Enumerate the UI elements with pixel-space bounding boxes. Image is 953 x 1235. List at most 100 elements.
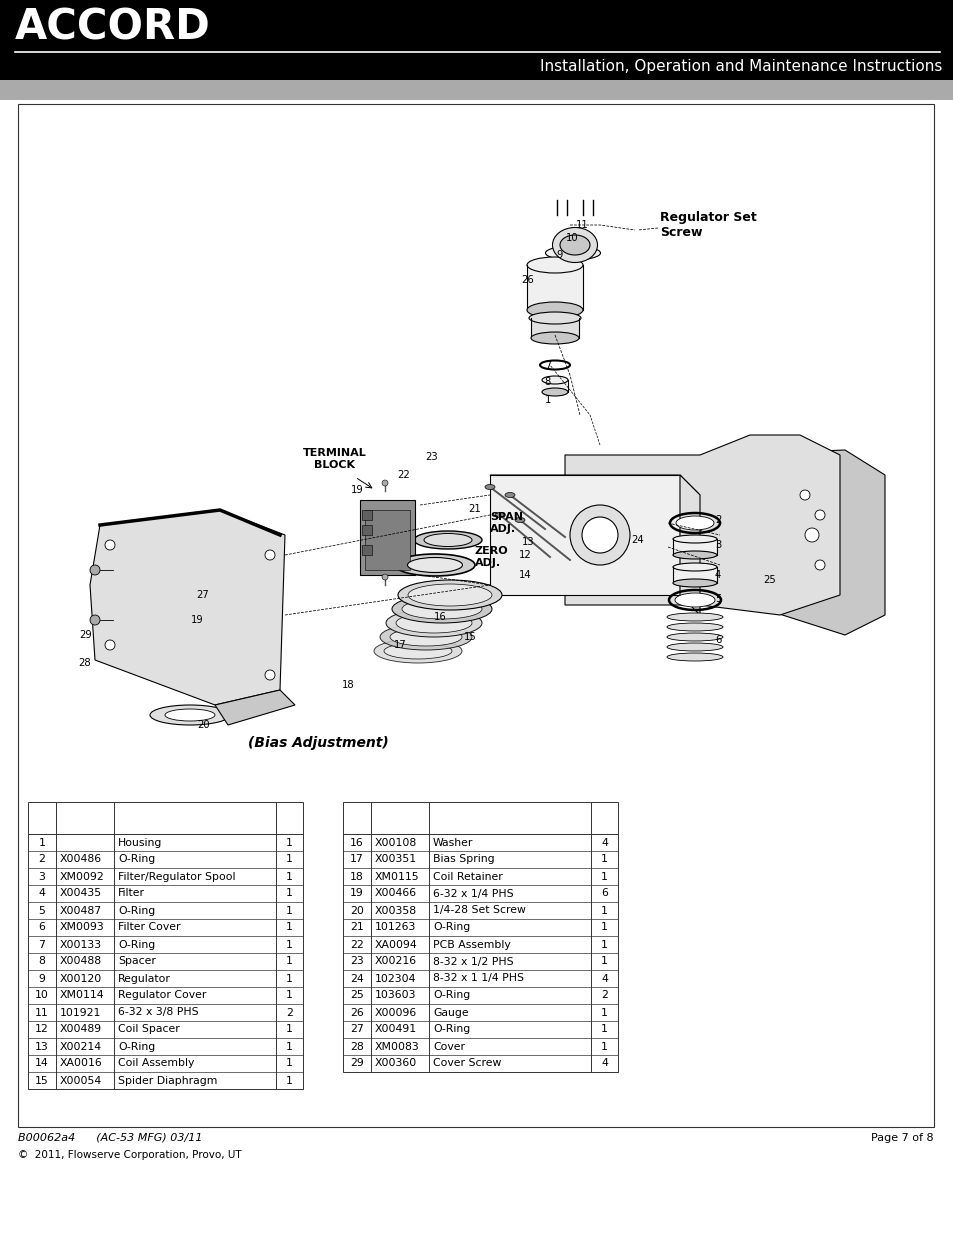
Text: 5: 5	[714, 594, 720, 604]
Circle shape	[265, 550, 274, 559]
Text: X00488: X00488	[60, 956, 102, 967]
Polygon shape	[679, 475, 700, 615]
Polygon shape	[490, 475, 679, 595]
Bar	[359, 500, 415, 576]
Text: 1: 1	[286, 1058, 293, 1068]
Ellipse shape	[526, 257, 582, 273]
Text: 23: 23	[350, 956, 363, 967]
Text: 15: 15	[463, 632, 476, 642]
Ellipse shape	[423, 534, 472, 547]
Text: 8: 8	[544, 377, 551, 387]
Circle shape	[800, 490, 809, 500]
Text: 6: 6	[600, 888, 607, 899]
Text: 1: 1	[600, 923, 607, 932]
Ellipse shape	[552, 227, 597, 263]
Text: 3: 3	[38, 872, 46, 882]
Text: O-Ring: O-Ring	[433, 923, 470, 932]
Ellipse shape	[379, 624, 472, 650]
Text: XM0083: XM0083	[375, 1041, 419, 1051]
Bar	[361, 510, 372, 520]
Text: 1: 1	[286, 855, 293, 864]
Text: 6-32 x 1/4 PHS: 6-32 x 1/4 PHS	[433, 888, 513, 899]
Ellipse shape	[545, 246, 599, 261]
Text: 2: 2	[600, 990, 607, 1000]
Ellipse shape	[390, 629, 461, 646]
Ellipse shape	[386, 609, 481, 637]
Circle shape	[814, 559, 824, 571]
Bar	[343, 802, 618, 1072]
Text: X00120: X00120	[60, 973, 102, 983]
Text: 1: 1	[286, 888, 293, 899]
Ellipse shape	[672, 551, 717, 559]
Text: X00351: X00351	[375, 855, 416, 864]
Text: 24: 24	[631, 535, 643, 545]
Text: 11: 11	[575, 220, 588, 230]
Text: Filter Cover: Filter Cover	[118, 923, 180, 932]
Ellipse shape	[495, 513, 504, 517]
Text: 14: 14	[518, 571, 531, 580]
Ellipse shape	[531, 332, 578, 345]
Text: 20: 20	[350, 905, 363, 915]
Text: 8-32 x 1 1/4 PHS: 8-32 x 1 1/4 PHS	[433, 973, 523, 983]
Polygon shape	[720, 450, 884, 635]
Text: 8: 8	[38, 956, 46, 967]
Text: 29: 29	[350, 1058, 363, 1068]
Text: X00435: X00435	[60, 888, 102, 899]
Text: 4: 4	[600, 1058, 607, 1068]
Ellipse shape	[515, 517, 524, 522]
Text: 1: 1	[600, 940, 607, 950]
Ellipse shape	[666, 653, 722, 661]
Text: 8-32 x 1/2 PHS: 8-32 x 1/2 PHS	[433, 956, 513, 967]
Ellipse shape	[672, 535, 717, 543]
Text: X00487: X00487	[60, 905, 102, 915]
Circle shape	[90, 615, 100, 625]
Text: 6: 6	[714, 635, 720, 645]
Text: XM0092: XM0092	[60, 872, 105, 882]
Text: O-Ring: O-Ring	[433, 990, 470, 1000]
Text: O-Ring: O-Ring	[433, 1025, 470, 1035]
Text: X00360: X00360	[375, 1058, 416, 1068]
Ellipse shape	[401, 599, 481, 619]
Text: 1: 1	[286, 956, 293, 967]
Text: 17: 17	[350, 855, 363, 864]
Ellipse shape	[504, 493, 515, 498]
Text: X00466: X00466	[375, 888, 416, 899]
Text: 4: 4	[38, 888, 46, 899]
Text: 10: 10	[565, 233, 578, 243]
Text: XM0115: XM0115	[375, 872, 419, 882]
Text: 23: 23	[425, 452, 437, 462]
Circle shape	[581, 517, 618, 553]
Ellipse shape	[675, 593, 714, 606]
Ellipse shape	[395, 613, 472, 634]
Text: X00096: X00096	[375, 1008, 416, 1018]
Text: X00133: X00133	[60, 940, 102, 950]
Ellipse shape	[484, 484, 495, 489]
Ellipse shape	[666, 643, 722, 651]
Text: 16: 16	[434, 613, 446, 622]
Text: 1: 1	[286, 990, 293, 1000]
Text: PCB Assembly: PCB Assembly	[433, 940, 510, 950]
Text: 13: 13	[521, 537, 534, 547]
Text: 6-32 x 3/8 PHS: 6-32 x 3/8 PHS	[118, 1008, 198, 1018]
Ellipse shape	[666, 613, 722, 621]
Text: 5: 5	[38, 905, 46, 915]
Text: (Bias Adjustment): (Bias Adjustment)	[248, 736, 388, 750]
Text: 103603: 103603	[375, 990, 416, 1000]
Text: 6: 6	[38, 923, 46, 932]
Text: X00486: X00486	[60, 855, 102, 864]
Text: 21: 21	[350, 923, 363, 932]
Bar	[0, 80, 953, 100]
Text: Coil Retainer: Coil Retainer	[433, 872, 502, 882]
Text: 1: 1	[38, 837, 46, 847]
Text: 12: 12	[518, 550, 531, 559]
Text: 20: 20	[197, 720, 210, 730]
Text: 22: 22	[397, 471, 410, 480]
Ellipse shape	[408, 584, 492, 606]
Bar	[672, 567, 717, 583]
Text: 27: 27	[196, 590, 209, 600]
Ellipse shape	[666, 622, 722, 631]
Circle shape	[814, 510, 824, 520]
Text: X00216: X00216	[375, 956, 416, 967]
Text: 1: 1	[600, 1025, 607, 1035]
Text: 1: 1	[600, 1041, 607, 1051]
